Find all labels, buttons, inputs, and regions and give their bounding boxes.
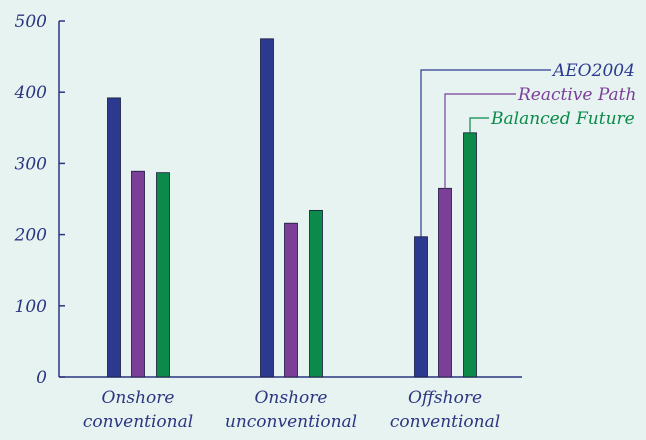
bar-reactive-path-2 [438,187,452,378]
y-tick-label: 200 [14,226,48,246]
category-label: conventional [390,412,500,432]
legend-label: Balanced Future [490,109,635,129]
y-tick-label: 0 [36,368,47,388]
category-label: Onshore [102,388,175,408]
category-label: Onshore [255,388,328,408]
legend-callout-line [420,69,551,237]
bar-aeo2004-1 [260,38,274,378]
bar-aeo2004-0 [107,97,121,378]
bar-balanced-future-2 [463,132,477,378]
bar-aeo2004-2 [414,236,428,378]
bars [107,38,477,378]
category-label: conventional [83,412,193,432]
bar-balanced-future-0 [156,172,170,378]
category-label: Offshore [408,388,482,408]
labels: 0 100 200 300 400 500 Onshore conventional Onsho… [14,12,501,432]
legend: AEO2004 Reactive Path Balanced Future [420,61,636,237]
bar-reactive-path-0 [131,170,145,378]
legend-label: AEO2004 [551,61,635,81]
y-tick-label: 100 [15,297,48,317]
category-label: unconventional [225,412,357,432]
legend-callout-line [444,93,516,189]
y-tick-label: 500 [15,12,48,32]
bar-balanced-future-1 [309,209,323,378]
legend-label: Reactive Path [517,85,636,105]
bar-reactive-path-1 [284,222,298,378]
y-tick-label: 400 [14,83,48,103]
legend-callout-line [469,117,489,133]
y-tick-label: 300 [15,154,48,174]
